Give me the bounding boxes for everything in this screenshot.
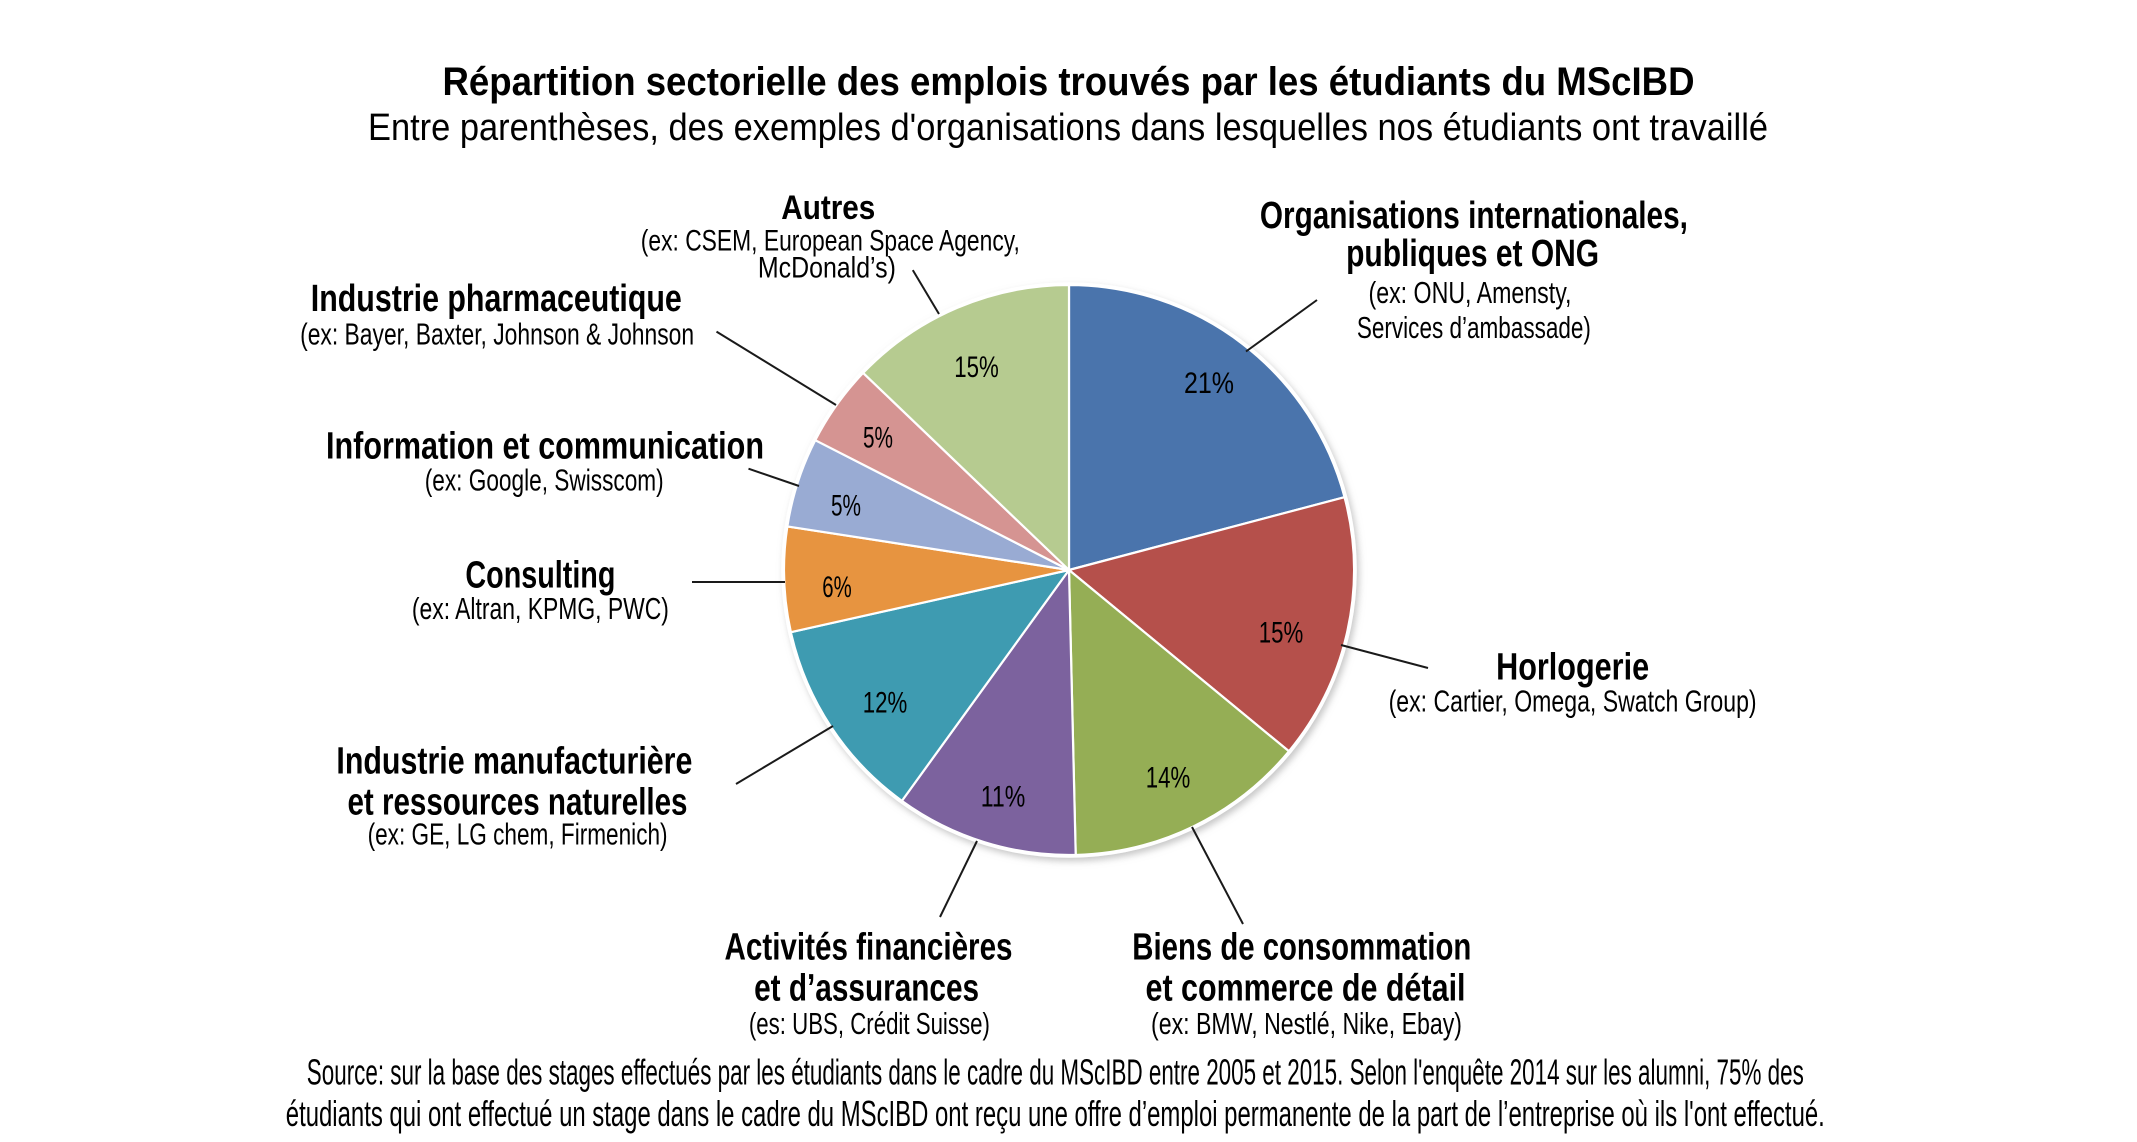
svg-text:et d’assurances: et d’assurances bbox=[754, 968, 979, 1010]
svg-text:Organisations internationales,: Organisations internationales, bbox=[1260, 195, 1688, 237]
svg-text:Source: sur la base des stage: Source: sur la base des stages effectués… bbox=[307, 1051, 1804, 1092]
svg-text:(ex: ONU, Amensty,: (ex: ONU, Amensty, bbox=[1369, 275, 1572, 310]
svg-text:Industrie manufacturière: Industrie manufacturière bbox=[336, 740, 692, 782]
svg-text:étudiants qui ont effectué un: étudiants qui ont effectué un stage dans… bbox=[286, 1093, 1825, 1134]
svg-text:Entre parenthèses, des exemple: Entre parenthèses, des exemples d'organi… bbox=[368, 107, 1768, 149]
svg-text:5%: 5% bbox=[863, 421, 893, 454]
svg-text:5%: 5% bbox=[831, 489, 861, 522]
svg-text:Biens de consommation: Biens de consommation bbox=[1132, 926, 1471, 968]
svg-text:Consulting: Consulting bbox=[465, 554, 615, 596]
svg-text:et ressources naturelles: et ressources naturelles bbox=[348, 781, 688, 823]
svg-text:(ex: Bayer, Baxter, Johnson &: (ex: Bayer, Baxter, Johnson & Johnson bbox=[300, 317, 694, 352]
svg-text:Autres: Autres bbox=[781, 189, 875, 227]
svg-text:Services d’ambassade): Services d’ambassade) bbox=[1357, 310, 1591, 345]
svg-text:(es: UBS, Crédit Suisse): (es: UBS, Crédit Suisse) bbox=[749, 1006, 990, 1041]
svg-text:publiques et ONG: publiques et ONG bbox=[1346, 233, 1599, 275]
svg-text:12%: 12% bbox=[863, 686, 908, 719]
svg-text:6%: 6% bbox=[822, 571, 851, 604]
svg-text:(ex: Cartier, Omega, Swatch Gr: (ex: Cartier, Omega, Swatch Group) bbox=[1389, 683, 1757, 718]
svg-text:Activités financières: Activités financières bbox=[725, 926, 1013, 968]
svg-text:Répartition sectorielle des em: Répartition sectorielle des emplois trou… bbox=[443, 60, 1695, 104]
svg-text:21%: 21% bbox=[1184, 367, 1234, 400]
svg-text:(ex: GE, LG chem, Firmenich): (ex: GE, LG chem, Firmenich) bbox=[368, 816, 668, 851]
svg-text:Horlogerie: Horlogerie bbox=[1496, 646, 1649, 688]
svg-text:(ex: Altran, KPMG, PWC): (ex: Altran, KPMG, PWC) bbox=[412, 591, 669, 626]
svg-text:15%: 15% bbox=[954, 351, 999, 384]
svg-text:et commerce de détail: et commerce de détail bbox=[1146, 968, 1466, 1010]
svg-text:11%: 11% bbox=[981, 780, 1026, 813]
svg-text:(ex: BMW, Nestlé, Nike, Ebay): (ex: BMW, Nestlé, Nike, Ebay) bbox=[1151, 1006, 1462, 1041]
svg-text:McDonald’s): McDonald’s) bbox=[758, 252, 896, 285]
svg-text:Industrie pharmaceutique: Industrie pharmaceutique bbox=[311, 278, 682, 320]
svg-text:15%: 15% bbox=[1259, 616, 1304, 649]
svg-text:(ex: Google, Swisscom): (ex: Google, Swisscom) bbox=[425, 463, 664, 498]
svg-text:14%: 14% bbox=[1146, 761, 1191, 794]
svg-text:Information et communication: Information et communication bbox=[326, 426, 764, 468]
svg-text:(ex: CSEM, European Space Agen: (ex: CSEM, European Space Agency, bbox=[641, 225, 1020, 258]
